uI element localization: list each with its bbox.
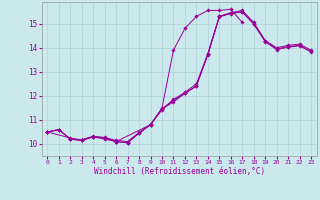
X-axis label: Windchill (Refroidissement éolien,°C): Windchill (Refroidissement éolien,°C) xyxy=(94,167,265,176)
